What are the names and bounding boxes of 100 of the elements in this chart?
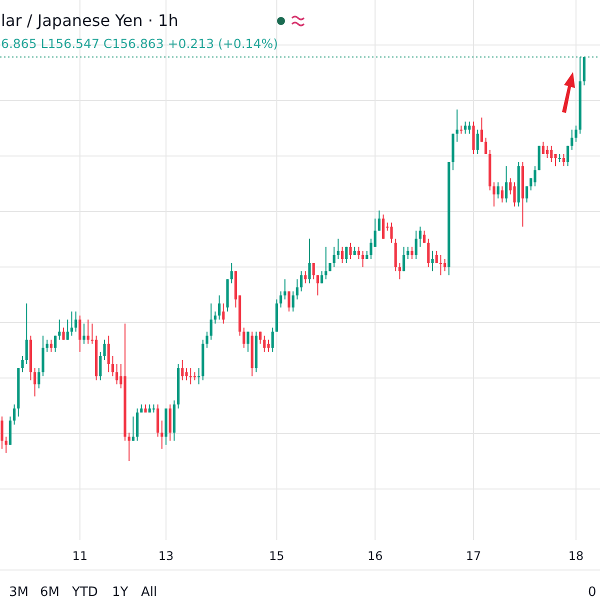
candlestick <box>316 274 319 296</box>
candlestick <box>526 186 528 203</box>
candlestick <box>185 368 188 381</box>
candlestick <box>349 242 352 260</box>
candlestick <box>86 319 90 344</box>
candlestick <box>439 254 442 276</box>
candlestick <box>4 436 8 454</box>
candlestick <box>550 145 553 163</box>
candlestick <box>546 145 549 158</box>
candlestick <box>332 246 336 268</box>
candlestick <box>284 278 286 300</box>
candlestick <box>62 327 65 340</box>
text: All <box>141 585 158 600</box>
candlestick <box>111 355 114 377</box>
candlestick <box>116 364 118 385</box>
candlestick <box>562 153 565 167</box>
candlestick <box>444 258 446 272</box>
text: 6M <box>40 585 60 600</box>
candlestick <box>70 311 73 336</box>
x-tick-label: 13 <box>158 549 174 563</box>
x-tick-label: 16 <box>367 549 383 563</box>
candlestick <box>46 339 48 352</box>
chart-title: lar / Japanese Yen · 1h <box>1 11 178 30</box>
text: 3M <box>9 585 28 600</box>
text: 1Y <box>112 585 128 600</box>
candlestick <box>362 250 364 268</box>
candlestick <box>50 339 52 352</box>
candlestick <box>484 137 488 154</box>
candlestick <box>574 125 578 142</box>
candlestick <box>103 339 106 360</box>
candlestick <box>308 238 311 284</box>
candlestick <box>324 246 328 280</box>
candlestick <box>198 368 200 385</box>
candlestick <box>263 335 266 352</box>
candlestick <box>206 331 208 348</box>
candlestick <box>378 210 380 232</box>
candlestick <box>431 250 434 272</box>
candlestick <box>107 335 110 373</box>
candlestick <box>99 351 102 381</box>
candlestick <box>0 416 4 450</box>
candlestick <box>496 182 500 199</box>
candlestick <box>435 250 438 264</box>
candlestick <box>218 294 221 320</box>
candlestick <box>406 246 410 260</box>
x-tick-label: 11 <box>72 549 88 563</box>
candlestick <box>480 117 483 142</box>
candlestick <box>341 246 344 264</box>
candlestick <box>460 125 462 134</box>
candlestick <box>402 246 406 272</box>
candlestick <box>390 222 393 244</box>
candlestick <box>160 420 164 450</box>
candlestick <box>500 186 504 203</box>
candlestick <box>267 339 270 352</box>
candlestick <box>288 290 290 312</box>
candlestick <box>464 121 467 134</box>
candlestick <box>54 335 57 352</box>
candlestick <box>296 278 298 300</box>
candlestick <box>259 331 262 344</box>
candlestick <box>66 319 69 340</box>
candlestick <box>246 331 250 352</box>
candlestick <box>230 262 233 284</box>
candlestick <box>456 109 458 142</box>
candlestick <box>292 290 294 312</box>
candlestick <box>242 327 246 348</box>
x-tick-label: 17 <box>466 549 482 563</box>
candlestick <box>418 226 422 248</box>
candlestick <box>128 432 130 462</box>
candlestick <box>513 182 516 207</box>
candlestick <box>271 327 274 352</box>
text: YTD <box>71 585 98 600</box>
candlestick <box>82 323 86 344</box>
candlestick <box>312 262 315 280</box>
text: 6.865 L156.547 C156.863 +0.213 (+0.14%) <box>1 36 278 51</box>
candlestick <box>210 302 212 340</box>
candlestick <box>189 368 192 385</box>
candlestick <box>336 238 340 260</box>
text: 0 <box>588 585 596 600</box>
candlestick <box>304 270 307 284</box>
candlestick <box>13 404 16 426</box>
candlestick <box>468 121 471 134</box>
candlestick <box>410 246 414 260</box>
candlestick <box>280 290 282 308</box>
candlestick <box>300 270 303 292</box>
candlestick <box>534 166 536 187</box>
candlestick <box>554 153 557 167</box>
candlestick <box>78 315 82 352</box>
candlestick <box>25 302 28 365</box>
candlestick <box>505 166 508 203</box>
candlestick <box>34 368 36 397</box>
candlestick <box>21 355 24 373</box>
candlestick <box>566 145 570 167</box>
candlestick <box>181 360 184 381</box>
candlestick <box>476 129 479 154</box>
candlestick <box>414 230 418 260</box>
candlestick <box>320 270 324 284</box>
candlestick <box>74 311 78 332</box>
candlestick <box>357 246 360 260</box>
candlestick <box>58 319 61 340</box>
candlestick <box>214 311 216 324</box>
candlestick <box>542 141 544 154</box>
